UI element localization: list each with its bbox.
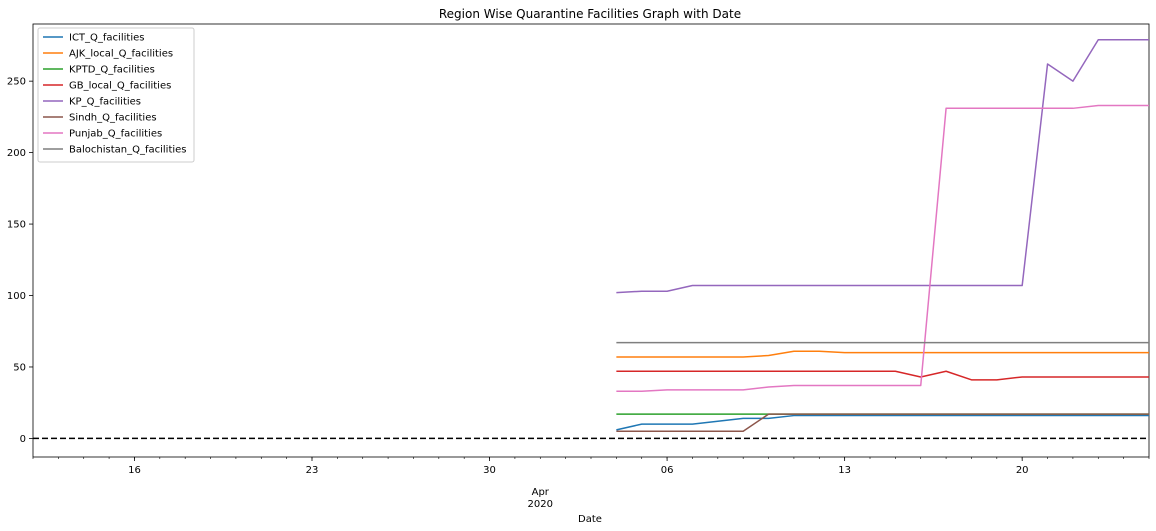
legend: ICT_Q_facilities AJK_local_Q_facilities KP… — [37, 27, 195, 163]
y-tick-label: 100 — [7, 291, 26, 302]
x-period-month: Apr — [532, 487, 550, 498]
legend-label: AJK_local_Q_facilities — [69, 49, 173, 60]
x-axis-label: Date — [578, 514, 602, 525]
plot-frame — [32, 23, 1150, 458]
series-line-gb-local-q-facilities — [616, 370, 1149, 381]
legend-label: GB_local_Q_facilities — [69, 81, 171, 92]
x-tick-label: 30 — [483, 465, 496, 476]
y-tick-label: 200 — [7, 148, 26, 159]
series-line-sindh-q-facilities — [616, 413, 1149, 433]
legend-label: KPTD_Q_facilities — [69, 65, 155, 76]
x-tick-label: 06 — [661, 465, 674, 476]
x-axis: 16 23 30 06 13 20 — [32, 457, 1150, 476]
legend-label: Punjab_Q_facilities — [69, 129, 162, 140]
legend-label: ICT_Q_facilities — [69, 33, 144, 44]
series-line-ajk-local-q-facilities — [616, 350, 1149, 358]
x-tick-label: 13 — [838, 465, 851, 476]
legend-label: KP_Q_facilities — [69, 97, 141, 108]
x-period-year: 2020 — [528, 499, 553, 510]
y-tick-label: 150 — [7, 220, 26, 231]
y-tick-label: 250 — [7, 77, 26, 88]
series-line-kp-q-facilities — [616, 38, 1149, 294]
x-tick-label: 23 — [306, 465, 319, 476]
x-tick-label: 20 — [1016, 465, 1029, 476]
plot-area — [32, 23, 1150, 458]
series-lines — [616, 38, 1149, 433]
y-axis: 0 50 100 150 200 250 — [7, 77, 33, 445]
y-tick-label: 0 — [20, 434, 26, 445]
chart-title: Region Wise Quarantine Facilities Graph … — [439, 7, 741, 21]
series-line-ict-q-facilities — [616, 414, 1149, 431]
y-tick-label: 50 — [13, 362, 26, 373]
legend-label: Sindh_Q_facilities — [69, 113, 157, 124]
legend-frame — [37, 27, 195, 163]
x-tick-label: 16 — [128, 465, 141, 476]
legend-label: Balochistan_Q_facilities — [69, 145, 187, 156]
series-line-punjab-q-facilities — [616, 104, 1149, 393]
